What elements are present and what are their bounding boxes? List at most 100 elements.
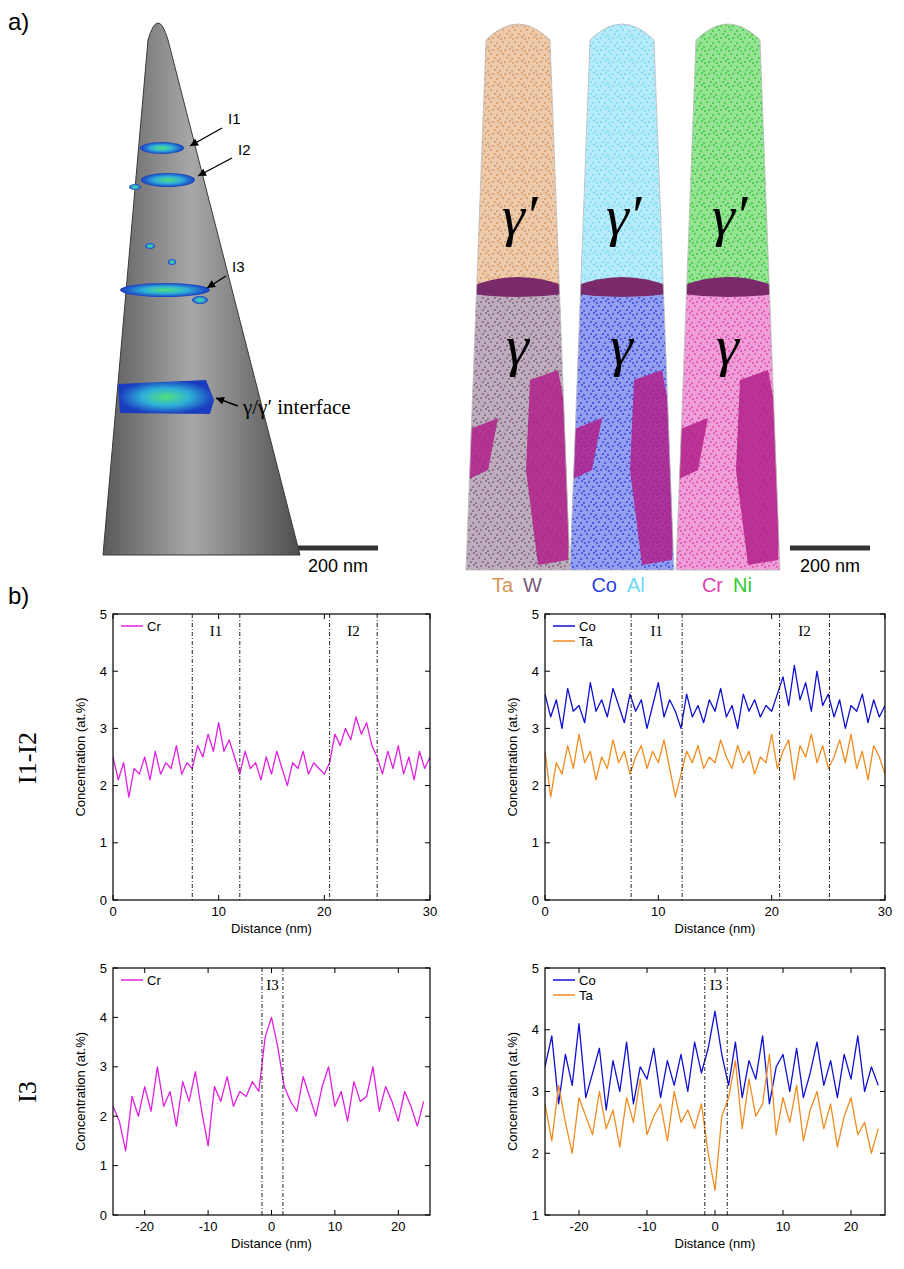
phase-region xyxy=(668,0,788,290)
y-tick-label: 2 xyxy=(532,778,539,793)
y-tick xyxy=(113,968,118,969)
annotation: I1 xyxy=(228,110,241,127)
x-tick-label: 0 xyxy=(268,1219,275,1234)
x-tick xyxy=(218,614,219,619)
x-tick-label: 0 xyxy=(109,904,116,919)
x-tick xyxy=(715,1210,716,1215)
region-line xyxy=(779,614,780,900)
chart: 0102030012345Distance (nm)Concentration … xyxy=(505,607,892,937)
phase-region xyxy=(458,0,578,290)
segregation-blob xyxy=(120,283,210,297)
legend-label: Cr xyxy=(147,973,161,988)
segregation-blob xyxy=(140,142,184,154)
x-tick xyxy=(783,1210,784,1215)
x-tick xyxy=(144,1210,145,1215)
frame xyxy=(545,968,885,1215)
y-tick xyxy=(545,968,550,969)
phase-speckle xyxy=(458,290,578,580)
data-layer xyxy=(545,968,878,1215)
y-tick xyxy=(545,1153,550,1154)
frame xyxy=(113,614,430,900)
isosurface xyxy=(673,418,708,482)
legend-swatch xyxy=(553,640,575,642)
segregation-blob xyxy=(141,173,195,187)
scale-bar-label: 200 nm xyxy=(308,556,368,576)
x-tick xyxy=(771,614,772,619)
y-tick xyxy=(880,614,885,615)
x-tick-label: 0 xyxy=(711,1219,718,1234)
phase-label: γ′ xyxy=(606,183,643,248)
panel-label: a) xyxy=(8,8,29,35)
element-name: Cr xyxy=(702,574,723,596)
interface-isosurface xyxy=(562,277,682,297)
frame xyxy=(113,968,430,1215)
region-line xyxy=(631,614,632,900)
x-tick xyxy=(545,895,546,900)
interface-blob xyxy=(118,380,214,414)
y-tick xyxy=(425,968,430,969)
x-axis-title: Distance (nm) xyxy=(675,1236,756,1251)
phase-speckle xyxy=(668,0,788,290)
legend-swatch xyxy=(553,994,575,996)
label-patch xyxy=(209,623,224,639)
phase-label: γ′ xyxy=(502,183,539,248)
annotation: γ/γ′ interface xyxy=(242,395,351,419)
y-tick xyxy=(113,1215,118,1216)
x-tick xyxy=(324,895,325,900)
series-line xyxy=(113,1017,424,1150)
background xyxy=(562,0,682,580)
region-line xyxy=(704,968,705,1215)
arrowhead xyxy=(216,397,225,405)
x-tick-label: 20 xyxy=(391,1219,405,1234)
x-tick xyxy=(885,895,886,900)
label-patch xyxy=(649,623,664,639)
x-tick xyxy=(334,1210,335,1215)
region-label: I1 xyxy=(650,623,663,639)
frame xyxy=(545,614,885,900)
y-tick xyxy=(880,1153,885,1154)
legend-swatch xyxy=(121,625,143,627)
y-tick-label: 2 xyxy=(532,1146,539,1161)
y-tick xyxy=(545,842,550,843)
y-tick xyxy=(880,842,885,843)
phase-speckle xyxy=(458,0,578,290)
y-tick-label: 1 xyxy=(100,835,107,850)
y-tick xyxy=(113,1066,118,1067)
y-tick xyxy=(545,1091,550,1092)
legend: CoTa xyxy=(553,619,596,649)
region-line xyxy=(377,614,378,900)
y-tick xyxy=(113,614,118,615)
y-tick-label: 0 xyxy=(532,893,539,908)
series-line xyxy=(545,1054,878,1190)
x-tick xyxy=(113,895,114,900)
y-tick xyxy=(425,900,430,901)
x-tick xyxy=(658,614,659,619)
y-tick-label: 2 xyxy=(100,778,107,793)
y-tick xyxy=(113,728,118,729)
x-tick xyxy=(271,1210,272,1215)
phase-speckle xyxy=(562,290,682,580)
legend-swatch xyxy=(553,979,575,981)
y-tick xyxy=(545,728,550,729)
x-tick-label: 10 xyxy=(651,904,665,919)
x-tick-label: -20 xyxy=(135,1219,154,1234)
x-axis-title: Distance (nm) xyxy=(231,921,312,936)
label-patch xyxy=(709,977,724,993)
y-tick xyxy=(113,1017,118,1018)
legend: Cr xyxy=(121,973,161,988)
background xyxy=(668,0,788,580)
y-tick xyxy=(113,1165,118,1166)
x-tick-label: 20 xyxy=(764,904,778,919)
element-name: Ni xyxy=(733,574,752,596)
phase-label: γ xyxy=(610,313,635,378)
background xyxy=(458,0,578,580)
region-line xyxy=(261,968,262,1215)
y-tick-label: 5 xyxy=(100,961,107,976)
y-tick xyxy=(880,671,885,672)
element-map xyxy=(458,0,578,580)
annotation: I2 xyxy=(238,141,251,158)
x-tick-label: 20 xyxy=(844,1219,858,1234)
legend: CoTa xyxy=(553,973,596,1003)
y-tick xyxy=(545,671,550,672)
plot-area xyxy=(113,968,430,1215)
